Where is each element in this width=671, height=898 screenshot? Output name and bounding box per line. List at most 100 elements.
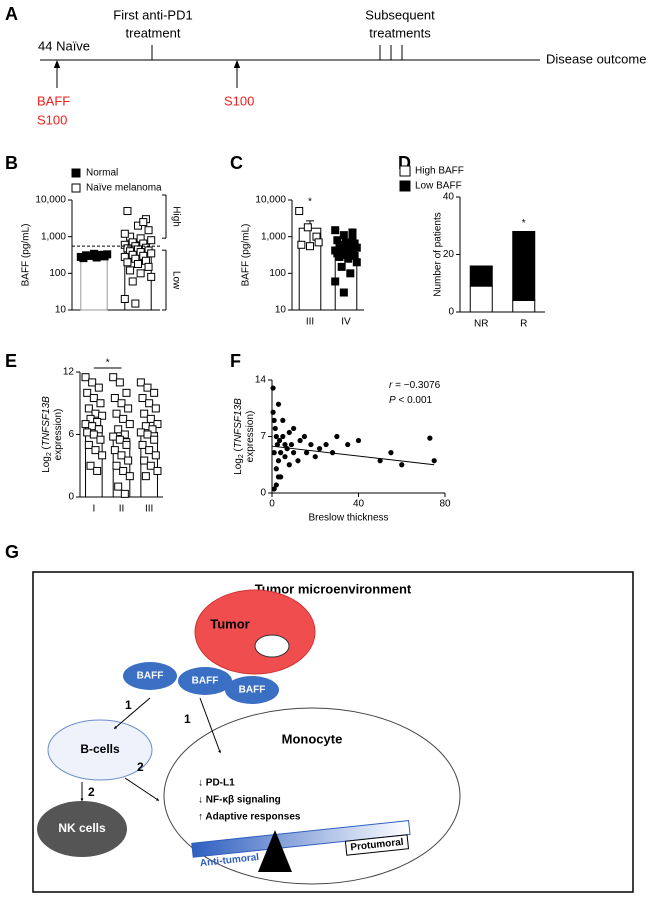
point [139,218,148,227]
point [306,242,314,251]
point [291,450,297,456]
y-axis-label: Number of patients [433,212,444,297]
y-axis-label: Log2 (TNFSF13B [233,398,246,475]
fulcrum [258,830,292,872]
point [275,401,282,407]
baff-label: BAFF [239,685,266,696]
y-tick-label: 0 [68,492,74,503]
point [348,228,357,237]
note: * [308,197,312,208]
point [346,269,355,278]
annotation: Low [170,271,181,290]
point [140,456,149,465]
x-tick-label: R [520,319,527,330]
point [314,238,323,247]
point [273,433,279,440]
tumor [194,589,316,675]
label-part: expression) [53,409,64,461]
point [115,378,124,387]
point [297,240,306,249]
label-part: Log [41,456,52,473]
point [83,388,92,397]
point [143,383,152,392]
statistic: r = −0.3076 [389,380,441,391]
point [92,253,101,262]
y-tick-label: 1,000 [41,231,66,242]
label-part: ( [41,445,52,452]
timeline-label: treatments [369,25,431,40]
point [273,482,279,488]
tumor-nucleus [254,634,290,658]
y-tick-label: 7 [260,431,266,442]
point [131,299,140,308]
sample-label: S100 [224,93,254,108]
panel-label: F [230,351,241,371]
panel-labels: A B C D E F G [5,4,411,562]
point [344,254,353,263]
point [93,466,102,475]
legend-label: Naïve melanoma [86,183,162,194]
panel-label: C [230,153,243,173]
point [145,446,154,455]
point [124,456,133,465]
point [145,399,154,408]
point [273,466,279,472]
y-tick-label: 1,000 [261,231,286,242]
diagram-frame [32,571,634,893]
point [331,277,340,286]
point [120,294,129,303]
y-tick-label: 10,000 [255,195,286,206]
point [339,288,348,297]
timeline-label: Subsequent [365,7,435,22]
b-cells [47,719,153,781]
baff-label: BAFF [192,676,219,687]
point [125,472,134,481]
point [81,373,90,382]
point [334,433,340,440]
x-axis-label: Breslow thickness [308,513,388,524]
point [126,266,135,275]
point [286,429,292,436]
y-tick-label: 14 [255,375,267,386]
diagram-title: Tumor microenvironment [255,581,412,596]
point [431,458,437,464]
y-tick-label: 20 [443,249,455,260]
y-tick-label: 100 [269,268,286,279]
x-tick-label: I [92,504,95,515]
label-part: 2 [238,454,245,458]
point [303,223,312,232]
point [147,249,156,258]
point [94,383,103,392]
y-axis-label: expression) [53,409,64,461]
x-tick-label: 80 [439,499,451,510]
y-axis-label: BAFF (pg/mL) [241,224,252,287]
timeline-label: Disease outcome [546,51,646,66]
point [278,450,284,456]
point [83,428,92,437]
point [146,461,155,470]
y-tick-label: 10 [275,305,287,316]
point [103,250,112,259]
point [109,432,118,441]
point [312,454,318,460]
point [109,373,118,382]
timeline-label: treatment [126,25,181,40]
x-tick-label: III [306,317,314,328]
point [124,404,133,413]
point [89,430,98,439]
point [94,425,103,434]
label-box [344,834,410,856]
arrow [199,697,221,754]
point [295,458,301,464]
timeline-label: First anti-PD1 [113,7,192,22]
point [151,451,160,460]
point [295,207,304,216]
legend-swatch [71,168,81,178]
point [150,435,159,444]
point [153,466,162,475]
point [122,440,131,449]
point [276,437,283,444]
x-tick-label: IV [341,317,351,328]
